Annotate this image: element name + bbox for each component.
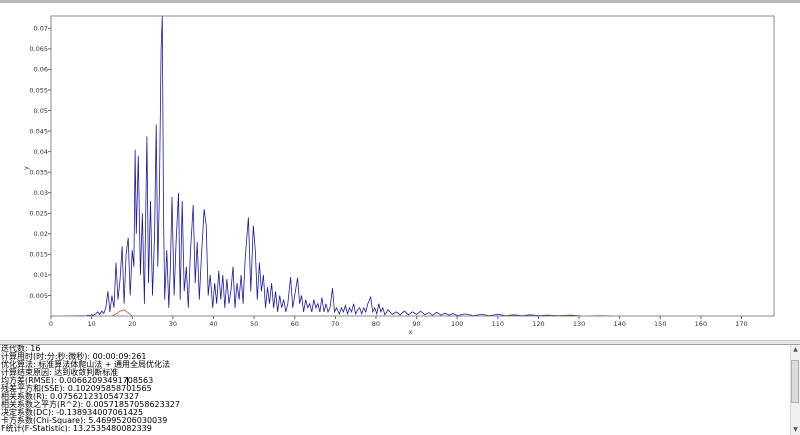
log-line-r-squared: 相关系数之平方(R^2): 0.00571857058623327 xyxy=(1,400,180,409)
scroll-up-icon[interactable]: ▲ xyxy=(793,346,798,353)
x-tick-label: 40 xyxy=(209,320,217,328)
x-tick-label: 150 xyxy=(654,320,666,328)
y-tick-label: 0.05 xyxy=(34,107,48,115)
x-tick-label: 50 xyxy=(250,320,258,328)
x-tick-label: 0 xyxy=(49,320,53,328)
text-caret xyxy=(127,377,128,385)
log-line-r: 相关系数(R): 0.0756212310547327 xyxy=(1,392,140,401)
x-axis-label: x xyxy=(409,328,413,336)
log-line-stop-reason: 计算结束原因: 达到收敛判断标准 xyxy=(1,368,119,377)
y-tick-label: 0.01 xyxy=(34,271,48,279)
scroll-thumb[interactable] xyxy=(791,360,799,403)
x-tick-label: 60 xyxy=(291,320,299,328)
log-line-sse: 残差平方和(SSE): 0.102095858701565 xyxy=(1,384,152,393)
series-line-1 xyxy=(111,309,133,317)
plot-frame xyxy=(50,15,775,317)
x-tick-label: 90 xyxy=(412,320,420,328)
y-tick-label: 0.06 xyxy=(34,66,48,74)
x-tick-label: 20 xyxy=(128,320,136,328)
log-line-iterations: 迭代数: 16 xyxy=(1,345,41,353)
y-tick-label: 0.02 xyxy=(34,230,48,238)
y-tick-label: 0.055 xyxy=(29,86,48,94)
log-line-chi-square: 卡方系数(Chi-Square): 5.46995206030039 xyxy=(1,416,168,425)
y-tick-label: 0.045 xyxy=(29,127,48,135)
series-line-0 xyxy=(50,15,774,317)
x-tick-label: 120 xyxy=(532,320,544,328)
result-log-textbox[interactable]: 迭代数: 16 计算用时(时:分:秒:微秒): 00:00:09:261 优化算… xyxy=(0,345,790,435)
y-tick-label: 0.035 xyxy=(29,168,48,176)
y-tick-label: 0.03 xyxy=(34,189,48,197)
log-line-rmse: 均方差(RMSE): 0.00662093491708563 xyxy=(1,376,154,385)
x-tick-label: 10 xyxy=(87,320,95,328)
y-tick-label: 0.07 xyxy=(34,25,48,33)
x-tick-label: 70 xyxy=(331,320,339,328)
y-tick-label: 0.025 xyxy=(29,210,48,218)
x-tick-label: 170 xyxy=(735,320,747,328)
series-layer xyxy=(50,15,774,317)
x-tick-label: 130 xyxy=(573,320,585,328)
x-tick-label: 100 xyxy=(451,320,463,328)
axis-layer: 0 10 20 30 40 50 60 70 80 90 100 110 120 130 140 150 160… xyxy=(29,25,747,328)
x-tick-label: 80 xyxy=(372,320,380,328)
x-tick-label: 140 xyxy=(613,320,625,328)
panel-splitter[interactable] xyxy=(0,340,800,345)
x-tick-label: 30 xyxy=(169,320,177,328)
line-chart: 0 10 20 30 40 50 60 70 80 90 100 110 120 130 140 150 160… xyxy=(22,15,775,336)
log-line-algorithm: 优化算法: 标准算法体爬山法 + 通用全局优化法 xyxy=(1,360,171,369)
y-tick-label: 0.065 xyxy=(29,45,48,53)
x-tick-label: 110 xyxy=(492,320,504,328)
log-line-dc: 决定系数(DC): -0.138934007061425 xyxy=(1,408,144,417)
log-line-f-statistic: F统计(F-Statistic): 13.2535480082339 xyxy=(1,424,152,433)
y-tick-label: 0.015 xyxy=(29,251,48,259)
log-scrollbar[interactable]: ▲ ▼ xyxy=(790,345,800,435)
log-line-elapsed-time: 计算用时(时:分:秒:微秒): 00:00:09:261 xyxy=(1,352,147,361)
window-top-border xyxy=(0,0,800,3)
x-tick-label: 160 xyxy=(695,320,707,328)
y-tick-label: 0.005 xyxy=(29,292,48,300)
y-tick-label: 0.04 xyxy=(34,148,48,156)
scroll-down-icon[interactable]: ▼ xyxy=(793,426,798,433)
y-axis-label: y xyxy=(22,166,30,170)
chart-panel: 0 10 20 30 40 50 60 70 80 90 100 110 120 130 140 150 160… xyxy=(0,3,800,340)
